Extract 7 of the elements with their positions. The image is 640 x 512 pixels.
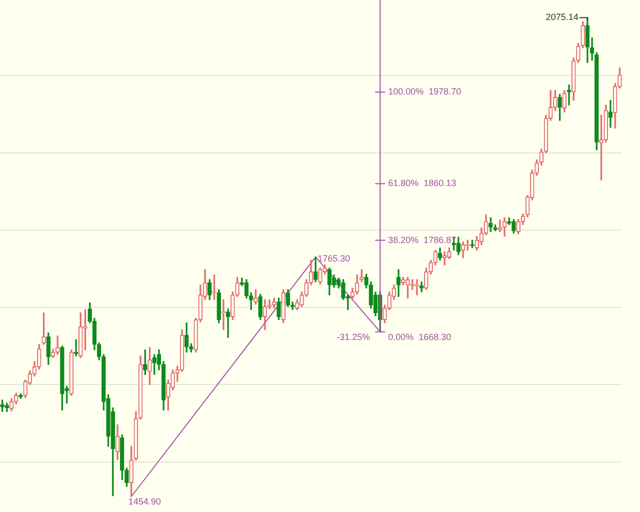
- data-label: 1454.90: [128, 496, 161, 507]
- ref-line-label: 61.80% 1860.13: [388, 178, 456, 188]
- data-label: 1765.30: [318, 253, 350, 264]
- ref-line-label: 100.00% 1978.70: [388, 86, 462, 97]
- ref-line-label: 0.00% 1668.30: [388, 332, 452, 342]
- annotation: -31.25%: [336, 332, 370, 342]
- annotation: 2075.14: [546, 12, 578, 22]
